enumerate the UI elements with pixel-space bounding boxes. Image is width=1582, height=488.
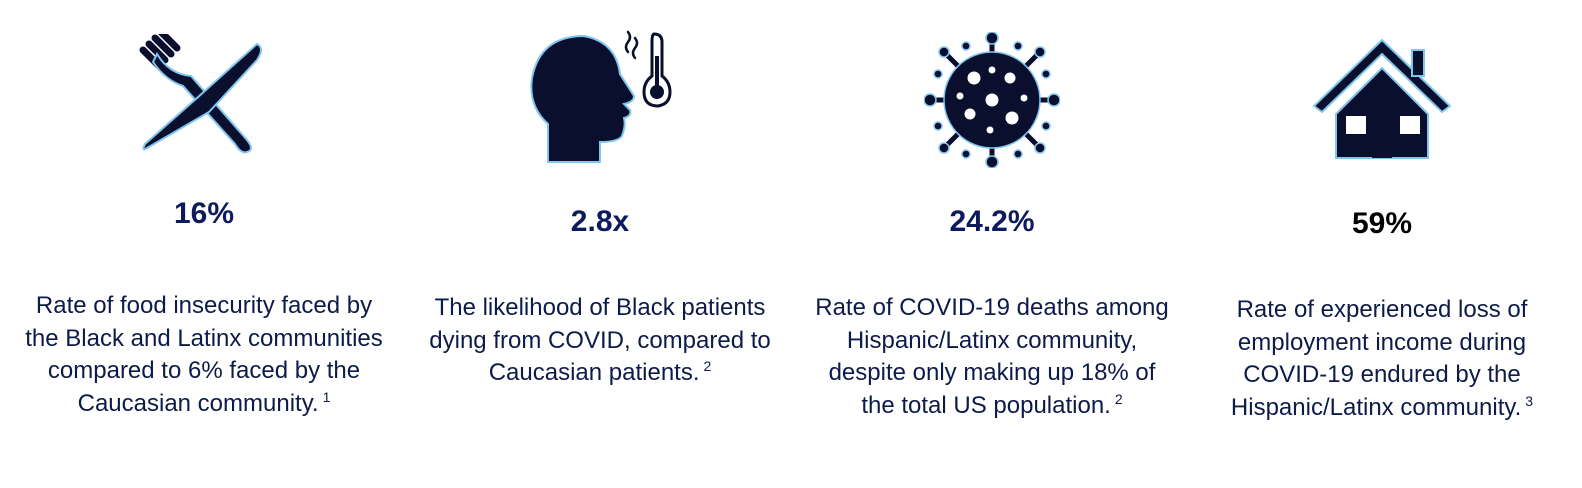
stat-description: Rate of experienced loss of employment i… <box>1202 294 1562 424</box>
fever-head-thermometer-icon <box>420 28 780 166</box>
stat-description-text: The likelihood of Black patients dying f… <box>429 294 771 386</box>
coronavirus-icon <box>812 32 1172 168</box>
fork-knife-icon <box>24 34 384 158</box>
stat-description: Rate of COVID-19 deaths among Hispanic/L… <box>812 292 1172 422</box>
stat-description: The likelihood of Black patients dying f… <box>420 292 780 390</box>
footnote-ref: 3 <box>1525 392 1534 409</box>
house-icon <box>1202 38 1562 162</box>
stat-value: 2.8x <box>570 205 630 238</box>
stat-value: 16% <box>173 197 235 230</box>
stat-description-text: Rate of food insecurity faced by the Bla… <box>25 292 383 417</box>
stat-value: 59% <box>1351 207 1413 240</box>
footnote-ref: 2 <box>703 358 712 374</box>
footnote-ref: 2 <box>1114 390 1123 407</box>
stat-value: 24.2% <box>949 205 1035 238</box>
footnote-ref: 1 <box>322 388 331 405</box>
stat-description-text: Rate of COVID-19 deaths among Hispanic/L… <box>815 294 1169 419</box>
stat-description-text: Rate of experienced loss of employment i… <box>1230 296 1528 421</box>
stat-description: Rate of food insecurity faced by the Bla… <box>24 290 384 420</box>
